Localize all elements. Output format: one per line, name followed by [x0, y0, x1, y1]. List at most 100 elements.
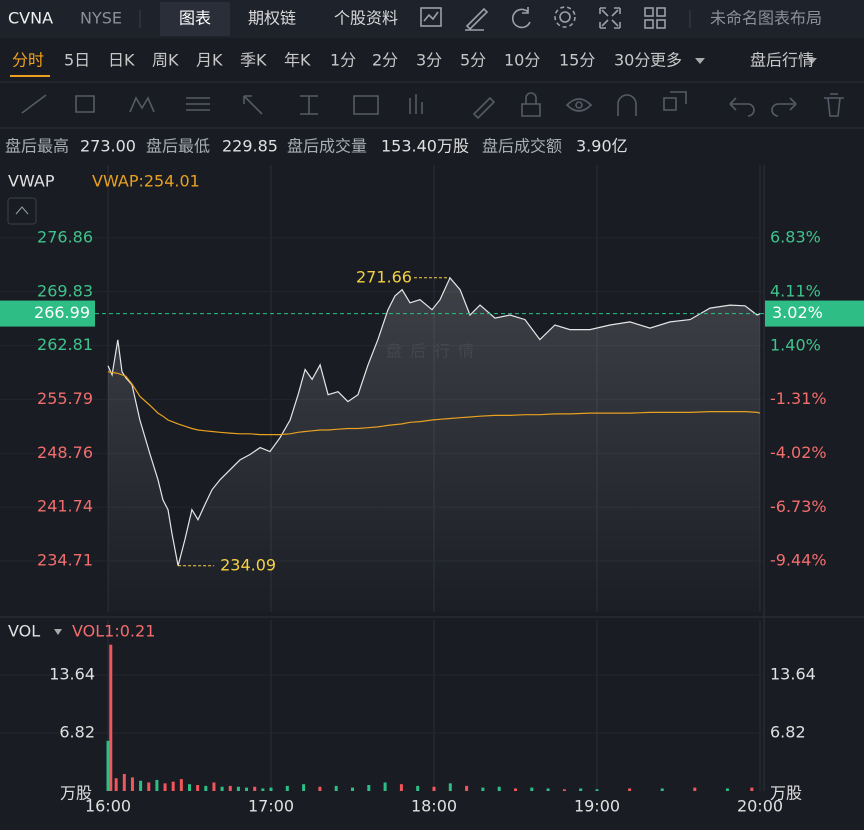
y-tick-label: 255.79	[37, 389, 93, 408]
volume-bar	[236, 786, 240, 791]
y-tick-label: 234.71	[37, 551, 93, 570]
icon[interactable]	[423, 11, 439, 22]
y2-tick-label: 13.64	[770, 664, 816, 683]
volume-bar	[139, 780, 143, 791]
volume-bar	[106, 740, 110, 791]
current-price-box	[0, 300, 95, 327]
volume-bar	[269, 787, 273, 791]
volume-bar	[367, 785, 371, 791]
price-area	[108, 277, 760, 612]
volume-bar	[334, 785, 338, 791]
tab[interactable]: 个股资料	[334, 9, 398, 28]
period[interactable]: 1分	[330, 51, 356, 70]
icon[interactable]	[599, 7, 621, 29]
icon[interactable]	[420, 7, 442, 27]
vol-dropdown[interactable]	[54, 629, 62, 635]
layout-name[interactable]: 未命名图表布局	[710, 9, 822, 28]
volume-bar	[196, 785, 200, 791]
collapse-icon[interactable]	[15, 206, 29, 215]
icon[interactable]	[644, 19, 654, 29]
drawing-toolbar[interactable]	[21, 91, 844, 120]
y2-tick-label: 6.83%	[770, 227, 821, 246]
session[interactable]: 盘后行情	[750, 51, 814, 70]
y2-tick-label: -9.44%	[770, 551, 827, 570]
icon[interactable]	[644, 7, 654, 17]
y2-tick-label: 1.40%	[770, 335, 821, 354]
collapse-button[interactable]	[7, 197, 37, 225]
period[interactable]: 5分	[460, 51, 486, 70]
period[interactable]: 3分	[416, 51, 442, 70]
volume-bar	[383, 782, 387, 791]
stat-value: 229.85	[222, 137, 278, 156]
unit-label: 万股	[60, 784, 92, 803]
volume-bar	[399, 784, 403, 791]
y-tick-label: 6.82	[59, 722, 95, 741]
volume-bar	[220, 786, 224, 791]
vol-indicator: VOL	[8, 622, 40, 641]
volume-bar	[432, 786, 436, 791]
icon[interactable]	[554, 6, 576, 28]
volume-bar	[253, 786, 257, 791]
tab[interactable]: 图表	[179, 9, 211, 28]
volume-bar	[155, 779, 159, 791]
y-tick-label: 276.86	[37, 227, 93, 246]
volume-bar	[660, 788, 664, 791]
period[interactable]: 5日	[64, 51, 90, 70]
tool-icons[interactable]	[21, 91, 844, 120]
volume-bar	[416, 785, 420, 791]
stat-value: 3.90亿	[576, 137, 628, 156]
volume-bar	[130, 777, 134, 791]
period[interactable]: 月K	[196, 51, 223, 70]
stat-label: 盘后最高	[5, 137, 69, 156]
volume-bar	[171, 781, 175, 791]
volume-bar	[628, 788, 632, 791]
header-icons[interactable]	[420, 6, 666, 31]
y2-tick-label: -4.02%	[770, 443, 827, 462]
period[interactable]: 30分	[614, 51, 650, 70]
volume-bar	[481, 787, 485, 791]
volume-bar	[147, 782, 151, 791]
volume-bar	[579, 788, 583, 791]
period[interactable]: 季K	[240, 51, 267, 70]
period[interactable]: 日K	[108, 51, 135, 70]
tab[interactable]: 期权链	[248, 9, 296, 28]
stat-value: 153.40万股	[381, 137, 469, 156]
volume-bar	[448, 783, 452, 791]
icon[interactable]	[559, 11, 571, 23]
period[interactable]: 15分	[559, 51, 595, 70]
icon[interactable]	[511, 7, 531, 29]
period[interactable]: 分时	[12, 51, 44, 70]
volume-bar	[228, 785, 232, 791]
period-underline	[10, 75, 50, 77]
x-tick-label: 18:00	[411, 797, 457, 816]
price-line	[107, 276, 761, 566]
volume-bar	[204, 785, 208, 791]
period[interactable]: 10分	[504, 51, 540, 70]
icon[interactable]	[656, 7, 666, 17]
volume-bar	[212, 782, 216, 791]
x-tick-label: 17:00	[248, 797, 294, 816]
vwap-line	[107, 371, 761, 436]
volume-bar	[497, 786, 501, 791]
y-tick-label: 262.81	[37, 335, 93, 354]
high-label: 271.66	[356, 267, 412, 286]
exchange: NYSE	[80, 9, 122, 28]
period[interactable]: 周K	[152, 51, 179, 70]
current-pct-box	[765, 300, 864, 327]
icon[interactable]	[656, 19, 666, 29]
period[interactable]: 2分	[372, 51, 398, 70]
current-pct: 3.02%	[772, 303, 823, 322]
icon[interactable]	[465, 7, 489, 31]
x-tick-label: 16:00	[85, 797, 131, 816]
period[interactable]: 年K	[284, 51, 311, 70]
active-tab-bg	[160, 2, 230, 36]
stat-label: 盘后成交量	[287, 137, 367, 156]
tool-icon[interactable]	[575, 101, 583, 109]
volume-bar	[750, 787, 754, 791]
x-tick-label: 19:00	[574, 797, 620, 816]
symbol: CVNA	[8, 9, 53, 28]
x-tick-label: 20:00	[737, 797, 783, 816]
period-more[interactable]: 更多	[650, 51, 682, 70]
volume-bar	[302, 784, 306, 791]
